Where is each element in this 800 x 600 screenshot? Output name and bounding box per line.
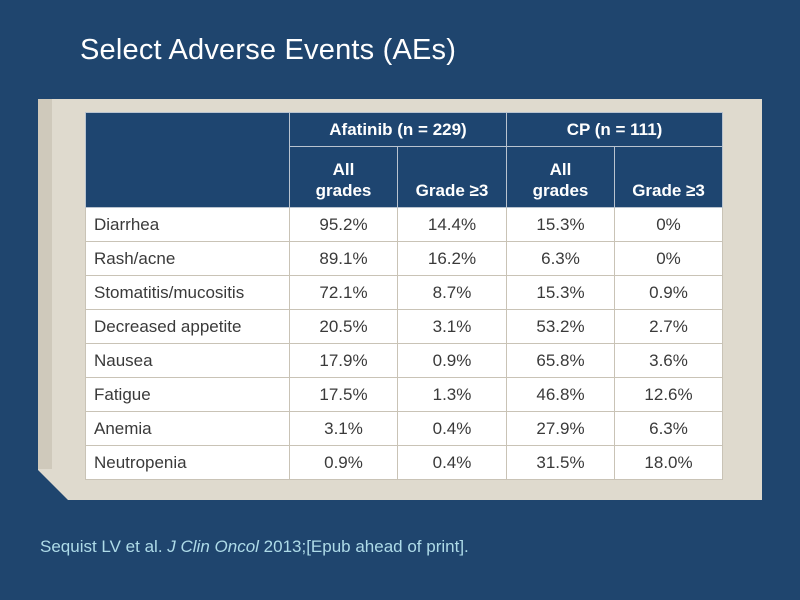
subheader-cp-grade3: Grade ≥3 (613, 146, 724, 208)
cp-grade3-value: 0.9% (613, 275, 724, 310)
cp-grade3-value: 12.6% (613, 377, 724, 412)
afatinib-all-grades-value: 17.9% (289, 343, 398, 378)
cp-all-grades-value: 27.9% (506, 411, 615, 446)
group-header-afatinib: Afatinib (n = 229) (289, 112, 507, 147)
subheader-afatinib-grade3: Grade ≥3 (397, 146, 507, 208)
citation-journal: J Clin Oncol (167, 537, 259, 556)
cp-all-grades-value: 15.3% (506, 275, 615, 310)
afatinib-grade3-value: 0.9% (397, 343, 507, 378)
event-name: Anemia (85, 411, 290, 446)
table-row-nausea: Nausea 17.9% 0.9% 65.8% 3.6% (85, 343, 724, 378)
subheader-afatinib-all-grades: All grades (289, 146, 398, 208)
event-name: Diarrhea (85, 207, 290, 242)
adverse-events-table: Afatinib (n = 229) CP (n = 111) All grade… (85, 112, 724, 480)
panel-shadow-edge (38, 99, 52, 469)
afatinib-all-grades-value: 3.1% (289, 411, 398, 446)
afatinib-grade3-value: 3.1% (397, 309, 507, 344)
event-name: Neutropenia (85, 445, 290, 480)
cp-all-grades-value: 15.3% (506, 207, 615, 242)
afatinib-all-grades-value: 17.5% (289, 377, 398, 412)
cp-grade3-value: 18.0% (613, 445, 724, 480)
cp-all-grades-value: 6.3% (506, 241, 615, 276)
table-row-rash-acne: Rash/acne 89.1% 16.2% 6.3% 0% (85, 241, 724, 276)
cp-grade3-value: 0% (613, 207, 724, 242)
table-row-diarrhea: Diarrhea 95.2% 14.4% 15.3% 0% (85, 207, 724, 242)
afatinib-all-grades-value: 0.9% (289, 445, 398, 480)
cp-grade3-value: 0% (613, 241, 724, 276)
afatinib-grade3-value: 16.2% (397, 241, 507, 276)
afatinib-all-grades-value: 95.2% (289, 207, 398, 242)
cp-all-grades-value: 46.8% (506, 377, 615, 412)
event-name: Fatigue (85, 377, 290, 412)
afatinib-grade3-value: 8.7% (397, 275, 507, 310)
cp-grade3-value: 2.7% (613, 309, 724, 344)
cp-all-grades-value: 53.2% (506, 309, 615, 344)
slide-title: Select Adverse Events (AEs) (80, 34, 457, 66)
group-header-cp: CP (n = 111) (505, 112, 724, 147)
table-row-anemia: Anemia 3.1% 0.4% 27.9% 6.3% (85, 411, 724, 446)
subheader-cp-all-grades: All grades (506, 146, 615, 208)
afatinib-grade3-value: 0.4% (397, 445, 507, 480)
afatinib-grade3-value: 0.4% (397, 411, 507, 446)
afatinib-grade3-value: 14.4% (397, 207, 507, 242)
event-name: Decreased appetite (85, 309, 290, 344)
table-row-decreased-appetite: Decreased appetite 20.5% 3.1% 53.2% 2.7% (85, 309, 724, 344)
citation-authors: Sequist LV et al. (40, 537, 163, 556)
cp-grade3-value: 6.3% (613, 411, 724, 446)
table-row-neutropenia: Neutropenia 0.9% 0.4% 31.5% 18.0% (85, 445, 724, 480)
citation-details: 2013;[Epub ahead of print]. (263, 537, 469, 556)
afatinib-grade3-value: 1.3% (397, 377, 507, 412)
event-name: Rash/acne (85, 241, 290, 276)
header-corner-cell (85, 112, 290, 208)
cp-all-grades-value: 31.5% (506, 445, 615, 480)
citation: Sequist LV et al. J Clin Oncol 2013;[Epu… (40, 537, 469, 557)
afatinib-all-grades-value: 89.1% (289, 241, 398, 276)
event-name: Stomatitis/mucositis (85, 275, 290, 310)
afatinib-all-grades-value: 72.1% (289, 275, 398, 310)
table-row-stomatitis: Stomatitis/mucositis 72.1% 8.7% 15.3% 0.… (85, 275, 724, 310)
subheader-row: All grades Grade ≥3 All grades Grade ≥3 (86, 146, 724, 208)
cp-all-grades-value: 65.8% (506, 343, 615, 378)
afatinib-all-grades-value: 20.5% (289, 309, 398, 344)
table-row-fatigue: Fatigue 17.5% 1.3% 46.8% 12.6% (85, 377, 724, 412)
event-name: Nausea (85, 343, 290, 378)
group-header-row: Afatinib (n = 229) CP (n = 111) (85, 112, 724, 208)
cp-grade3-value: 3.6% (613, 343, 724, 378)
